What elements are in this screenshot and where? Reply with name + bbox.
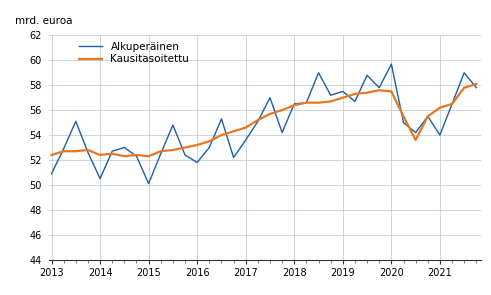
Alkuperäinen [279, 131, 285, 134]
Alkuperäinen [218, 117, 224, 121]
Alkuperäinen [206, 146, 212, 149]
Kausitasoitettu [376, 88, 382, 92]
Kausitasoitettu [170, 148, 176, 152]
Kausitasoitettu [49, 153, 55, 157]
Alkuperäinen [437, 133, 443, 137]
Alkuperäinen [134, 155, 139, 158]
Alkuperäinen [303, 101, 309, 104]
Kausitasoitettu [425, 114, 431, 118]
Kausitasoitettu [461, 86, 467, 89]
Kausitasoitettu [291, 103, 297, 107]
Kausitasoitettu [401, 114, 407, 118]
Alkuperäinen [146, 182, 152, 185]
Kausitasoitettu [109, 152, 115, 155]
Alkuperäinen [255, 119, 261, 123]
Kausitasoitettu [364, 91, 370, 94]
Alkuperäinen [340, 90, 346, 93]
Kausitasoitettu [61, 150, 67, 153]
Kausitasoitettu [158, 150, 164, 153]
Kausitasoitettu [303, 101, 309, 104]
Kausitasoitettu [473, 82, 479, 86]
Alkuperäinen [73, 119, 79, 123]
Alkuperäinen [327, 94, 333, 97]
Kausitasoitettu [327, 100, 333, 103]
Alkuperäinen [85, 151, 91, 154]
Alkuperäinen [291, 102, 297, 106]
Kausitasoitettu [85, 148, 91, 152]
Kausitasoitettu [146, 155, 152, 158]
Line: Alkuperäinen: Alkuperäinen [52, 64, 476, 183]
Kausitasoitettu [340, 96, 346, 99]
Alkuperäinen [364, 73, 370, 77]
Kausitasoitettu [97, 153, 103, 157]
Kausitasoitettu [316, 101, 322, 104]
Kausitasoitettu [182, 146, 188, 149]
Kausitasoitettu [255, 118, 261, 122]
Kausitasoitettu [449, 102, 455, 106]
Legend: Alkuperäinen, Kausitasoitettu: Alkuperäinen, Kausitasoitettu [75, 38, 193, 68]
Kausitasoitettu [231, 130, 237, 133]
Alkuperäinen [97, 177, 103, 181]
Kausitasoitettu [243, 126, 248, 129]
Alkuperäinen [158, 152, 164, 155]
Kausitasoitettu [437, 106, 443, 109]
Kausitasoitettu [267, 112, 273, 116]
Alkuperäinen [121, 146, 127, 149]
Kausitasoitettu [194, 143, 200, 147]
Alkuperäinen [352, 100, 358, 103]
Alkuperäinen [376, 86, 382, 89]
Alkuperäinen [473, 86, 479, 89]
Kausitasoitettu [388, 90, 394, 93]
Alkuperäinen [243, 138, 248, 142]
Kausitasoitettu [218, 133, 224, 137]
Alkuperäinen [425, 114, 431, 118]
Kausitasoitettu [413, 138, 419, 142]
Alkuperäinen [61, 147, 67, 150]
Line: Kausitasoitettu: Kausitasoitettu [52, 84, 476, 156]
Alkuperäinen [267, 96, 273, 99]
Alkuperäinen [316, 71, 322, 75]
Alkuperäinen [109, 150, 115, 153]
Alkuperäinen [449, 102, 455, 106]
Alkuperäinen [49, 172, 55, 176]
Alkuperäinen [461, 71, 467, 75]
Alkuperäinen [231, 156, 237, 159]
Kausitasoitettu [134, 153, 139, 157]
Kausitasoitettu [206, 140, 212, 143]
Kausitasoitettu [73, 150, 79, 153]
Text: mrd. euroa: mrd. euroa [15, 17, 72, 27]
Alkuperäinen [170, 123, 176, 127]
Kausitasoitettu [279, 108, 285, 112]
Alkuperäinen [194, 161, 200, 164]
Alkuperäinen [182, 153, 188, 157]
Alkuperäinen [413, 131, 419, 134]
Kausitasoitettu [352, 92, 358, 96]
Kausitasoitettu [121, 155, 127, 158]
Alkuperäinen [401, 121, 407, 124]
Alkuperäinen [388, 62, 394, 66]
